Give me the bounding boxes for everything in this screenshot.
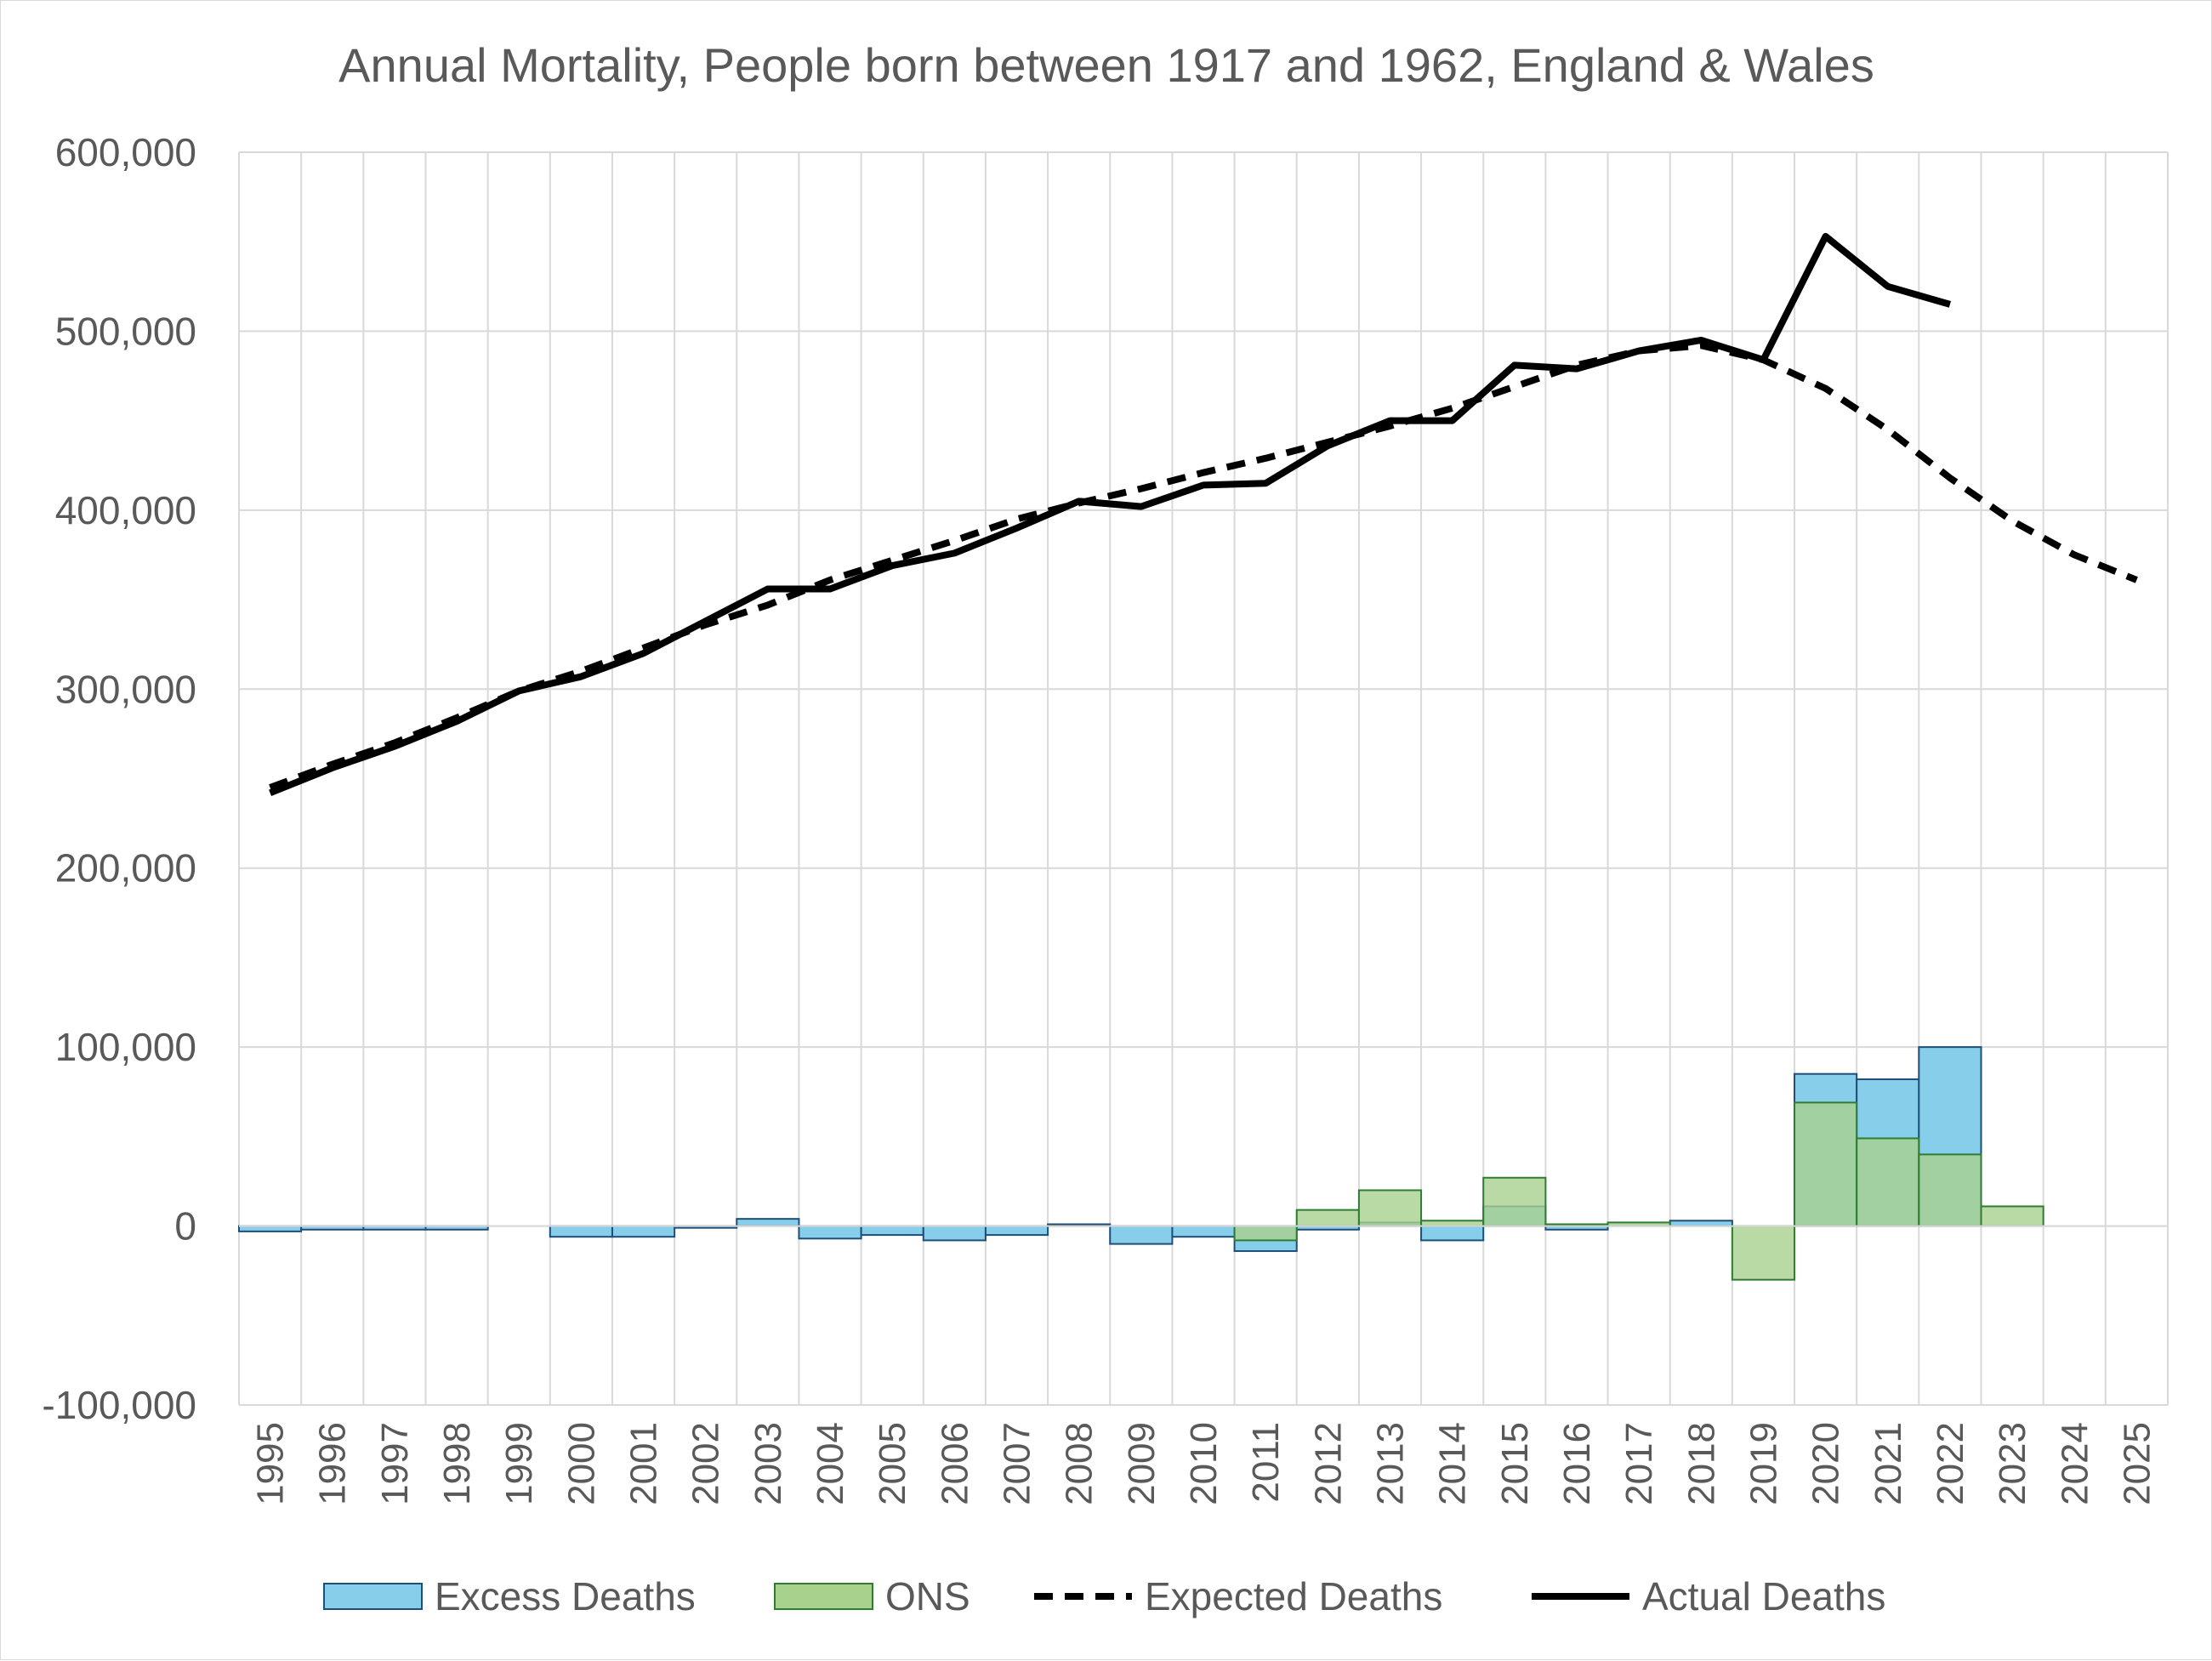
x-tick-label: 1998 (436, 1422, 478, 1505)
bar-excess-deaths (611, 1225, 676, 1238)
y-tick-label: 600,000 (55, 130, 196, 174)
x-tick-label: 2011 (1245, 1422, 1287, 1503)
x-tick-label: 2024 (2054, 1422, 2095, 1505)
legend-swatch-ons (774, 1583, 873, 1610)
x-tick-label: 2008 (1059, 1422, 1100, 1505)
bar-excess-deaths (798, 1225, 862, 1240)
x-tick-label: 2002 (685, 1422, 727, 1505)
x-tick-label: 1997 (374, 1422, 416, 1505)
line-actual-deaths (269, 232, 1952, 797)
bar-excess-deaths (922, 1225, 987, 1242)
y-tick-label: 500,000 (55, 309, 196, 353)
bar-excess-deaths (1171, 1225, 1236, 1238)
x-tick-label: 2020 (1805, 1422, 1847, 1505)
grid (238, 151, 2169, 1406)
x-tick-label: 2019 (1743, 1422, 1784, 1505)
bar-excess-deaths (1420, 1225, 1485, 1242)
bar-ons (1918, 1153, 1982, 1227)
x-tick-label: 2016 (1556, 1422, 1598, 1505)
legend-label-actual-deaths: Actual Deaths (1642, 1574, 1885, 1618)
bar-ons (1731, 1225, 1796, 1281)
y-tick-label: 100,000 (55, 1025, 196, 1069)
bar-ons (1794, 1101, 1858, 1227)
x-tick-label: 2021 (1868, 1422, 1909, 1505)
bar-ons (1980, 1205, 2044, 1227)
x-tick-label: 2015 (1494, 1422, 1536, 1505)
x-tick-label: 1999 (498, 1422, 540, 1505)
x-tick-label: 2010 (1183, 1422, 1225, 1505)
x-tick-label: 2017 (1618, 1422, 1660, 1505)
x-tick-label: 2014 (1432, 1422, 1474, 1505)
legend-label-excess-deaths: Excess Deaths (435, 1574, 696, 1618)
x-tick-label: 2003 (748, 1422, 789, 1505)
legend-swatch-excess-deaths (323, 1583, 423, 1610)
bar-ons (1233, 1225, 1298, 1242)
x-tick-label: 1996 (312, 1422, 354, 1505)
x-tick-label: 2013 (1369, 1422, 1411, 1505)
y-tick-label: 200,000 (55, 846, 196, 890)
axes: -100,000 0 100,000 200,000 300,000 400,000 500… (42, 130, 2168, 1505)
x-tick-label: 2012 (1307, 1422, 1349, 1505)
y-tick-label: -100,000 (42, 1383, 196, 1427)
bar-ons (1295, 1209, 1360, 1227)
legend: Excess Deaths ONS Expected Deaths Actual De… (323, 1574, 1885, 1618)
chart-title: Annual Mortality, People born between 19… (338, 38, 1874, 92)
bars (238, 1046, 2044, 1281)
x-tick-label: 2023 (1992, 1422, 2033, 1505)
bar-ons (1856, 1137, 1920, 1227)
bar-excess-deaths (549, 1225, 613, 1238)
bar-excess-deaths (984, 1225, 1049, 1237)
x-tick-label: 2009 (1121, 1422, 1163, 1505)
y-tick-label: 400,000 (55, 488, 196, 532)
legend-label-expected-deaths: Expected Deaths (1145, 1574, 1442, 1618)
legend-label-ons: ONS (885, 1574, 970, 1618)
x-tick-label: 2022 (1930, 1422, 1971, 1505)
line-expected-deaths (269, 342, 2138, 791)
bar-ons (1357, 1189, 1423, 1227)
x-tick-label: 2000 (560, 1422, 602, 1505)
x-tick-label: 2001 (623, 1422, 665, 1505)
y-tick-label: 300,000 (55, 667, 196, 711)
x-tick-label: 2025 (2116, 1422, 2158, 1505)
bar-excess-deaths (736, 1218, 800, 1227)
bar-excess-deaths (1109, 1225, 1174, 1245)
x-tick-label: 1995 (250, 1422, 292, 1505)
x-tick-label: 2007 (997, 1422, 1038, 1505)
x-tick-label: 2006 (934, 1422, 975, 1505)
x-tick-label: 2018 (1680, 1422, 1722, 1505)
lines (269, 232, 2138, 797)
bar-ons (1482, 1176, 1547, 1227)
x-tick-label: 2005 (872, 1422, 913, 1505)
bar-excess-deaths (860, 1225, 924, 1237)
x-tick-label: 2004 (810, 1422, 851, 1505)
y-tick-label: 0 (174, 1204, 196, 1249)
